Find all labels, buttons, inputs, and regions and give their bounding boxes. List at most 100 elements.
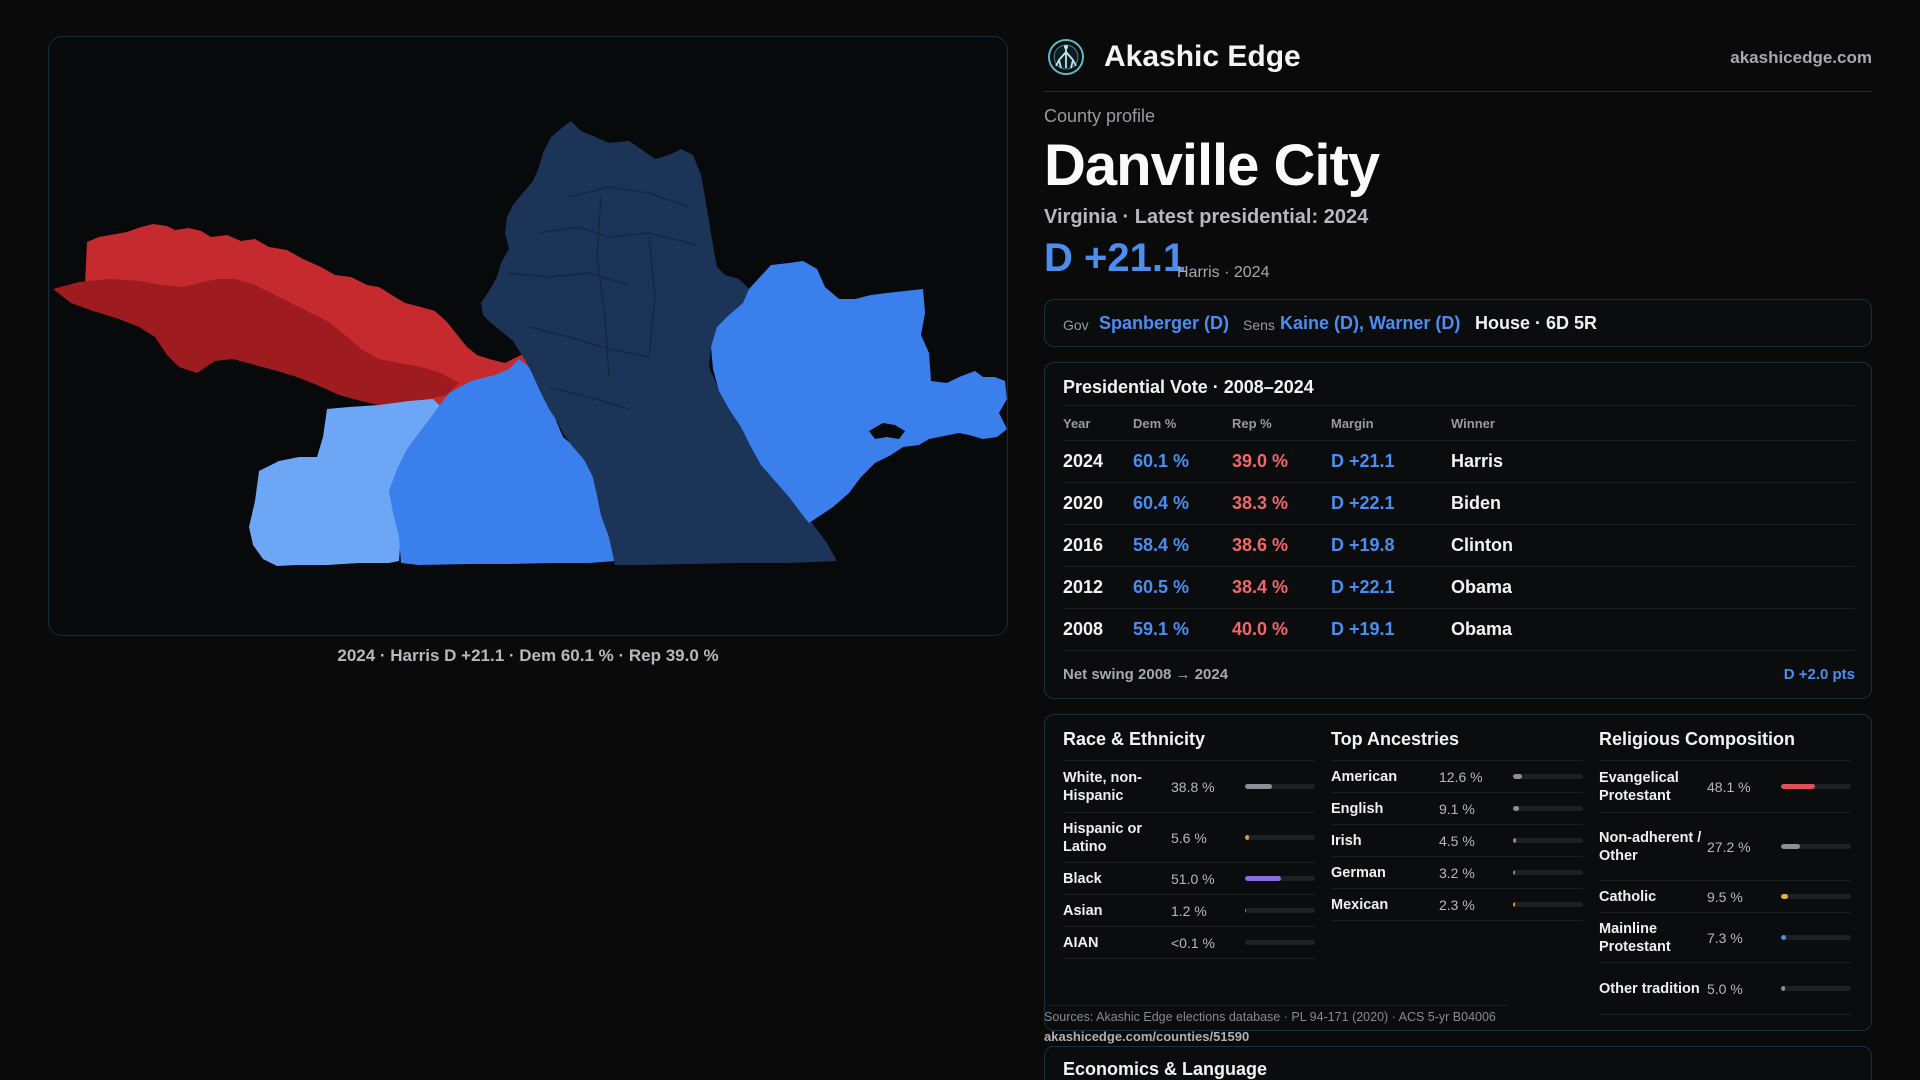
table-row: 2024 60.1 % 39.0 % D +21.1 Harris (1063, 441, 1855, 483)
tree-network-icon[interactable] (1047, 38, 1085, 76)
share-bar (1781, 894, 1851, 899)
item-label: Mexican (1331, 896, 1389, 913)
share-bar-fill (1245, 876, 1281, 881)
share-bar-fill (1245, 784, 1273, 789)
share-bar (1781, 844, 1851, 849)
item-value: <0.1 % (1171, 934, 1215, 951)
row-margin: D +19.1 (1331, 619, 1395, 639)
sources-text: Sources: Akashic Edge elections database… (1044, 1010, 1496, 1024)
share-bar-fill (1513, 838, 1517, 843)
county-permalink[interactable]: akashicedge.com/counties/51590 (1044, 1029, 1250, 1044)
precinct-blue-central[interactable] (481, 121, 837, 565)
item-label: American (1331, 768, 1398, 785)
share-bar (1513, 902, 1583, 907)
page-title: Danville City (1044, 133, 1380, 198)
race-list: White, non-Hispanic 38.8 % Hispanic or Lat… (1063, 761, 1315, 959)
list-item: Catholic 9.5 % (1599, 881, 1851, 913)
row-year: 2016 (1063, 535, 1104, 555)
item-label: German (1331, 864, 1386, 881)
share-bar (1513, 870, 1583, 875)
row-year: 2024 (1063, 451, 1104, 471)
precinct-red-southwest[interactable] (53, 279, 459, 407)
share-bar (1781, 986, 1851, 991)
item-label: Catholic (1599, 888, 1657, 905)
ancestry-title: Top Ancestries (1331, 729, 1583, 761)
economics-card[interactable]: Economics & Language (1044, 1046, 1872, 1080)
item-value: 12.6 % (1439, 768, 1483, 785)
row-rep: 38.4 % (1232, 577, 1289, 597)
row-margin: D +21.1 (1331, 451, 1395, 471)
county-map[interactable] (49, 37, 1008, 636)
item-value: 9.1 % (1439, 800, 1475, 817)
table-row: 2016 58.4 % 38.6 % D +19.8 Clinton (1063, 525, 1855, 567)
item-label: Mainline Protestant (1599, 920, 1671, 955)
table-row: 2008 59.1 % 40.0 % D +19.1 Obama (1063, 609, 1855, 651)
list-item: German 3.2 % (1331, 857, 1583, 889)
share-bar (1245, 835, 1315, 840)
item-value: 38.8 % (1171, 778, 1215, 795)
share-bar-fill (1781, 784, 1815, 789)
gov-label: Gov (1063, 317, 1089, 333)
senators-link[interactable]: Kaine (D), Warner (D) (1280, 313, 1461, 333)
religion-section: Religious Composition Evangelical Protes… (1599, 729, 1851, 1015)
share-bar-fill (1781, 894, 1788, 899)
list-item: Non-adherent / Other 27.2 % (1599, 813, 1851, 881)
list-item: Evangelical Protestant 48.1 % (1599, 761, 1851, 813)
share-bar (1245, 784, 1315, 789)
row-margin: D +19.8 (1331, 535, 1395, 555)
col-rep: Rep % (1232, 416, 1272, 431)
row-rep: 39.0 % (1232, 451, 1289, 471)
profile-eyebrow: County profile (1044, 106, 1156, 126)
row-dem: 60.5 % (1133, 577, 1190, 597)
item-value: 5.0 % (1707, 980, 1743, 997)
item-label: Evangelical Protestant (1599, 769, 1679, 804)
share-bar (1245, 908, 1315, 913)
item-value: 2.3 % (1439, 896, 1475, 913)
share-bar (1245, 940, 1315, 945)
precinct-boundaries (506, 186, 698, 410)
list-item: AIAN <0.1 % (1063, 927, 1315, 959)
precinct-blue-south-central[interactable] (389, 359, 615, 565)
presidential-title: Presidential Vote · 2008–2024 (1063, 377, 1314, 397)
item-value: 9.5 % (1707, 888, 1743, 905)
precinct-blue-east-inlet (869, 423, 905, 439)
list-item: English 9.1 % (1331, 793, 1583, 825)
list-item: Mainline Protestant 7.3 % (1599, 913, 1851, 963)
brand-name[interactable]: Akashic Edge (1104, 40, 1301, 73)
list-item: Asian 1.2 % (1063, 895, 1315, 927)
share-bar-fill (1781, 844, 1801, 849)
item-value: 3.2 % (1439, 864, 1475, 881)
precinct-blue-east[interactable] (711, 261, 1007, 523)
item-label: Other tradition (1599, 980, 1700, 997)
row-year: 2008 (1063, 619, 1104, 639)
row-dem: 60.4 % (1133, 493, 1190, 513)
county-map-panel[interactable] (48, 36, 1008, 636)
share-bar (1513, 774, 1583, 779)
row-dem: 60.1 % (1133, 451, 1190, 471)
row-winner: Obama (1451, 577, 1513, 597)
presidential-table-header: Year Dem % Rep % Margin Winner (1063, 405, 1855, 441)
row-rep: 38.3 % (1232, 493, 1289, 513)
item-value: 51.0 % (1171, 870, 1215, 887)
list-item: Mexican 2.3 % (1331, 889, 1583, 921)
precinct-blue-southwest[interactable] (249, 399, 441, 566)
share-bar-fill (1781, 935, 1787, 940)
governor-link[interactable]: Spanberger (D) (1099, 313, 1230, 333)
net-swing-value: D +2.0 pts (1783, 666, 1855, 683)
row-winner: Obama (1451, 619, 1513, 639)
table-row: 2020 60.4 % 38.3 % D +22.1 Biden (1063, 483, 1855, 525)
race-title: Race & Ethnicity (1063, 729, 1315, 761)
col-dem: Dem % (1133, 416, 1177, 431)
item-value: 7.3 % (1707, 929, 1743, 946)
item-value: 48.1 % (1707, 778, 1751, 795)
item-value: 1.2 % (1171, 902, 1207, 919)
share-bar-fill (1245, 835, 1249, 840)
item-label: AIAN (1063, 934, 1099, 951)
row-dem: 58.4 % (1133, 535, 1190, 555)
site-link[interactable]: akashicedge.com (1730, 48, 1872, 67)
religion-list: Evangelical Protestant 48.1 % Non-adherent… (1599, 761, 1851, 1015)
demographics-card: Race & Ethnicity White, non-Hispanic 38.8… (1044, 714, 1872, 1031)
row-winner: Biden (1451, 493, 1502, 513)
share-bar-fill (1245, 908, 1247, 913)
list-item: White, non-Hispanic 38.8 % (1063, 761, 1315, 813)
